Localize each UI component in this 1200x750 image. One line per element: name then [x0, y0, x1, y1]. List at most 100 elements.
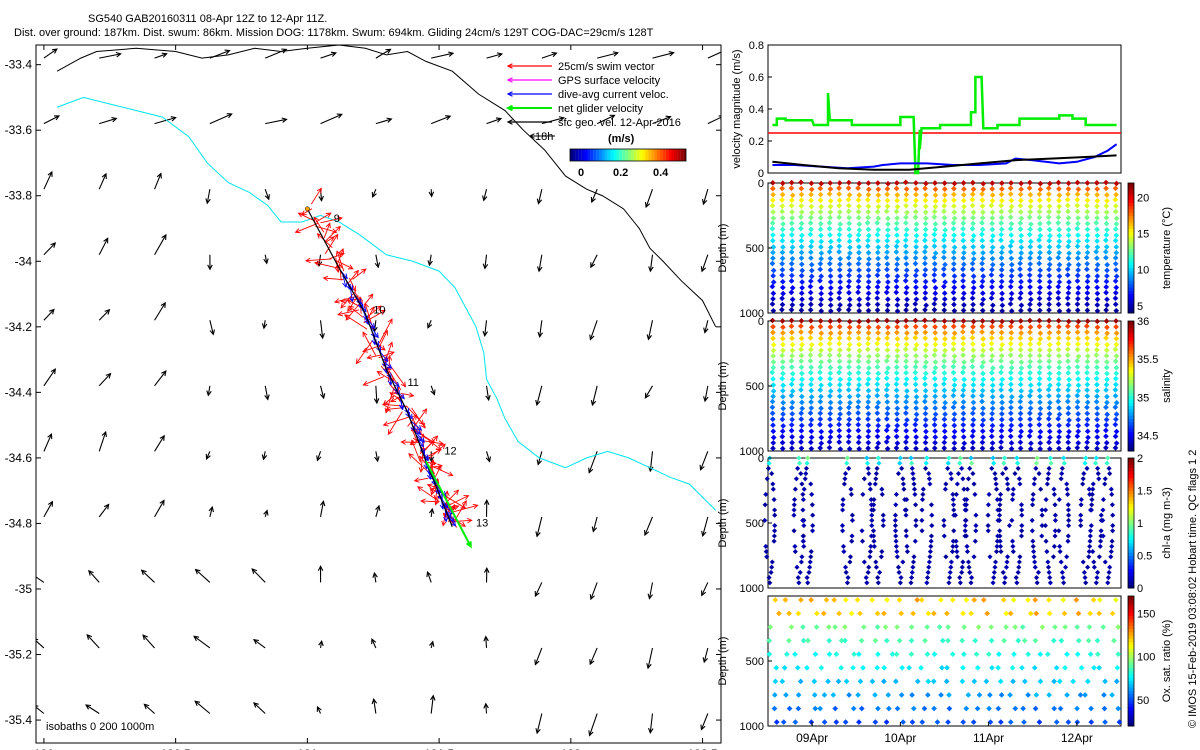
- geo-velocity-arrow: [485, 451, 491, 462]
- swim-vector-arrow-head: [382, 421, 389, 427]
- swim-vector-arrow-head: [313, 261, 320, 267]
- profile-point: [1008, 290, 1015, 297]
- profile-colorbar-segment: [1128, 244, 1134, 249]
- profile-point: [969, 191, 976, 198]
- swim-vector-arrow-head: [429, 463, 435, 470]
- geo-velocity-arrow-head: [261, 454, 268, 461]
- profile-colorbar-segment: [1128, 389, 1134, 393]
- dac-vector-arrow: [412, 425, 421, 435]
- profile-colorbar-segment: [1128, 412, 1134, 416]
- profile-colorbar-segment: [1128, 209, 1134, 213]
- swim-vector-arrow: [313, 216, 325, 233]
- swim-vector-arrow: [407, 414, 417, 427]
- geo-velocity-arrow-head: [535, 399, 541, 407]
- profile-point: [979, 255, 986, 262]
- legend-sfc-label: sfc geo. vel. 12-Apr-2016: [558, 117, 681, 129]
- profile-colorbar-segment: [1128, 683, 1134, 688]
- profile-colorbar-segment: [1128, 703, 1134, 707]
- profile-colorbar-tick-label: 150: [1137, 608, 1155, 620]
- profile-colorbar-segment: [1128, 264, 1134, 268]
- geo-velocity-arrow-head: [701, 590, 707, 597]
- profile-point: [865, 307, 872, 314]
- geo-velocity-arrow: [701, 582, 709, 596]
- swim-vector-arrow: [417, 486, 440, 502]
- swim-vector-arrow-head: [363, 302, 369, 309]
- profile-point: [960, 284, 967, 290]
- swim-vector-arrow-head: [346, 299, 353, 305]
- geo-velocity-arrow: [36, 640, 45, 649]
- map-colorbar-segment: [619, 149, 623, 161]
- swim-vector-arrow: [378, 318, 393, 344]
- geo-velocity-arrow-head: [483, 499, 490, 505]
- geo-velocity-arrow-head: [207, 264, 213, 271]
- profile-colorbar-segment: [1128, 635, 1134, 639]
- swim-vector-arrow-head: [375, 305, 382, 311]
- geo-velocity-arrow: [485, 385, 490, 400]
- profile-point: [779, 255, 786, 262]
- profile-point: [808, 191, 814, 198]
- geo-velocity-arrow: [645, 189, 654, 208]
- swim-vector-arrow-head: [336, 216, 343, 222]
- swim-vector-arrow-head: [366, 354, 373, 360]
- profile-point: [875, 198, 882, 204]
- swim-vector-arrow-head: [420, 498, 426, 504]
- profile-colorbar-segment: [1128, 644, 1134, 649]
- swim-vector-arrow-head: [410, 439, 416, 446]
- geo-velocity-arrow: [320, 52, 337, 59]
- geo-velocity-arrow-head: [699, 464, 705, 471]
- map-colorbar-segment: [581, 149, 585, 161]
- profile-point: [989, 220, 995, 227]
- geo-velocity-arrow: [375, 505, 380, 518]
- swim-vector-arrow-head: [333, 298, 340, 304]
- swim-vector-arrow-head: [313, 216, 319, 223]
- dac-vector-arrow-head: [370, 332, 376, 338]
- geo-velocity-arrow: [209, 113, 232, 125]
- swim-vector-arrow: [336, 250, 345, 272]
- swim-vector-arrow-head: [429, 487, 436, 493]
- profile-point: [922, 237, 928, 244]
- geo-velocity-arrow-head: [53, 115, 61, 121]
- profile-point: [960, 261, 967, 268]
- profile-colorbar-segment: [1128, 493, 1134, 498]
- profile-colorbar: 34.5 35 35.5 36 salinity: [1127, 316, 1173, 452]
- map-xtick-label: 130: [34, 747, 54, 750]
- geo-velocity-arrow: [701, 254, 709, 272]
- swim-vector-arrow: [363, 293, 374, 306]
- profile-colorbar-segment: [1128, 648, 1134, 652]
- profile-point: [998, 231, 1005, 238]
- geo-velocity-arrow-head: [483, 635, 489, 642]
- geo-velocity-arrow-head: [36, 705, 39, 710]
- geo-velocity-arrow: [539, 320, 543, 337]
- profile-point: [894, 256, 901, 262]
- profile-point: [846, 278, 853, 285]
- geo-velocity-arrow-head: [427, 322, 433, 329]
- geo-velocity-arrow-head: [483, 702, 489, 709]
- profile-point: [1008, 238, 1015, 245]
- profile-colorbar-segment: [1128, 490, 1134, 495]
- profile-point: [874, 289, 881, 296]
- geo-velocity-arrow: [702, 189, 709, 205]
- profile-point: [884, 273, 891, 279]
- profile-colorbar-segment: [1128, 558, 1134, 563]
- profile-colorbar-segment: [1128, 399, 1134, 403]
- geo-velocity-arrow: [194, 700, 211, 714]
- geo-velocity-arrow: [537, 189, 543, 204]
- geo-velocity-arrow: [373, 320, 377, 332]
- geo-velocity-arrow-head: [193, 635, 200, 642]
- profile-point: [1017, 266, 1023, 272]
- geo-velocity-arrow: [536, 385, 543, 406]
- profile-point: [980, 186, 986, 193]
- geo-velocity-arrow-head: [718, 115, 721, 121]
- profile-point: [808, 255, 814, 261]
- geo-velocity-arrow: [88, 570, 100, 583]
- profile-point: [798, 237, 805, 244]
- profile-point: [951, 273, 958, 279]
- profile-point: [808, 261, 815, 268]
- profile-colorbar-segment: [1128, 379, 1134, 384]
- profile-point: [903, 197, 909, 203]
- profile-point: [818, 285, 825, 291]
- profile-point: [893, 243, 900, 250]
- profile-colorbar-segment: [1128, 506, 1134, 511]
- profile-colorbar-segment: [1128, 324, 1134, 328]
